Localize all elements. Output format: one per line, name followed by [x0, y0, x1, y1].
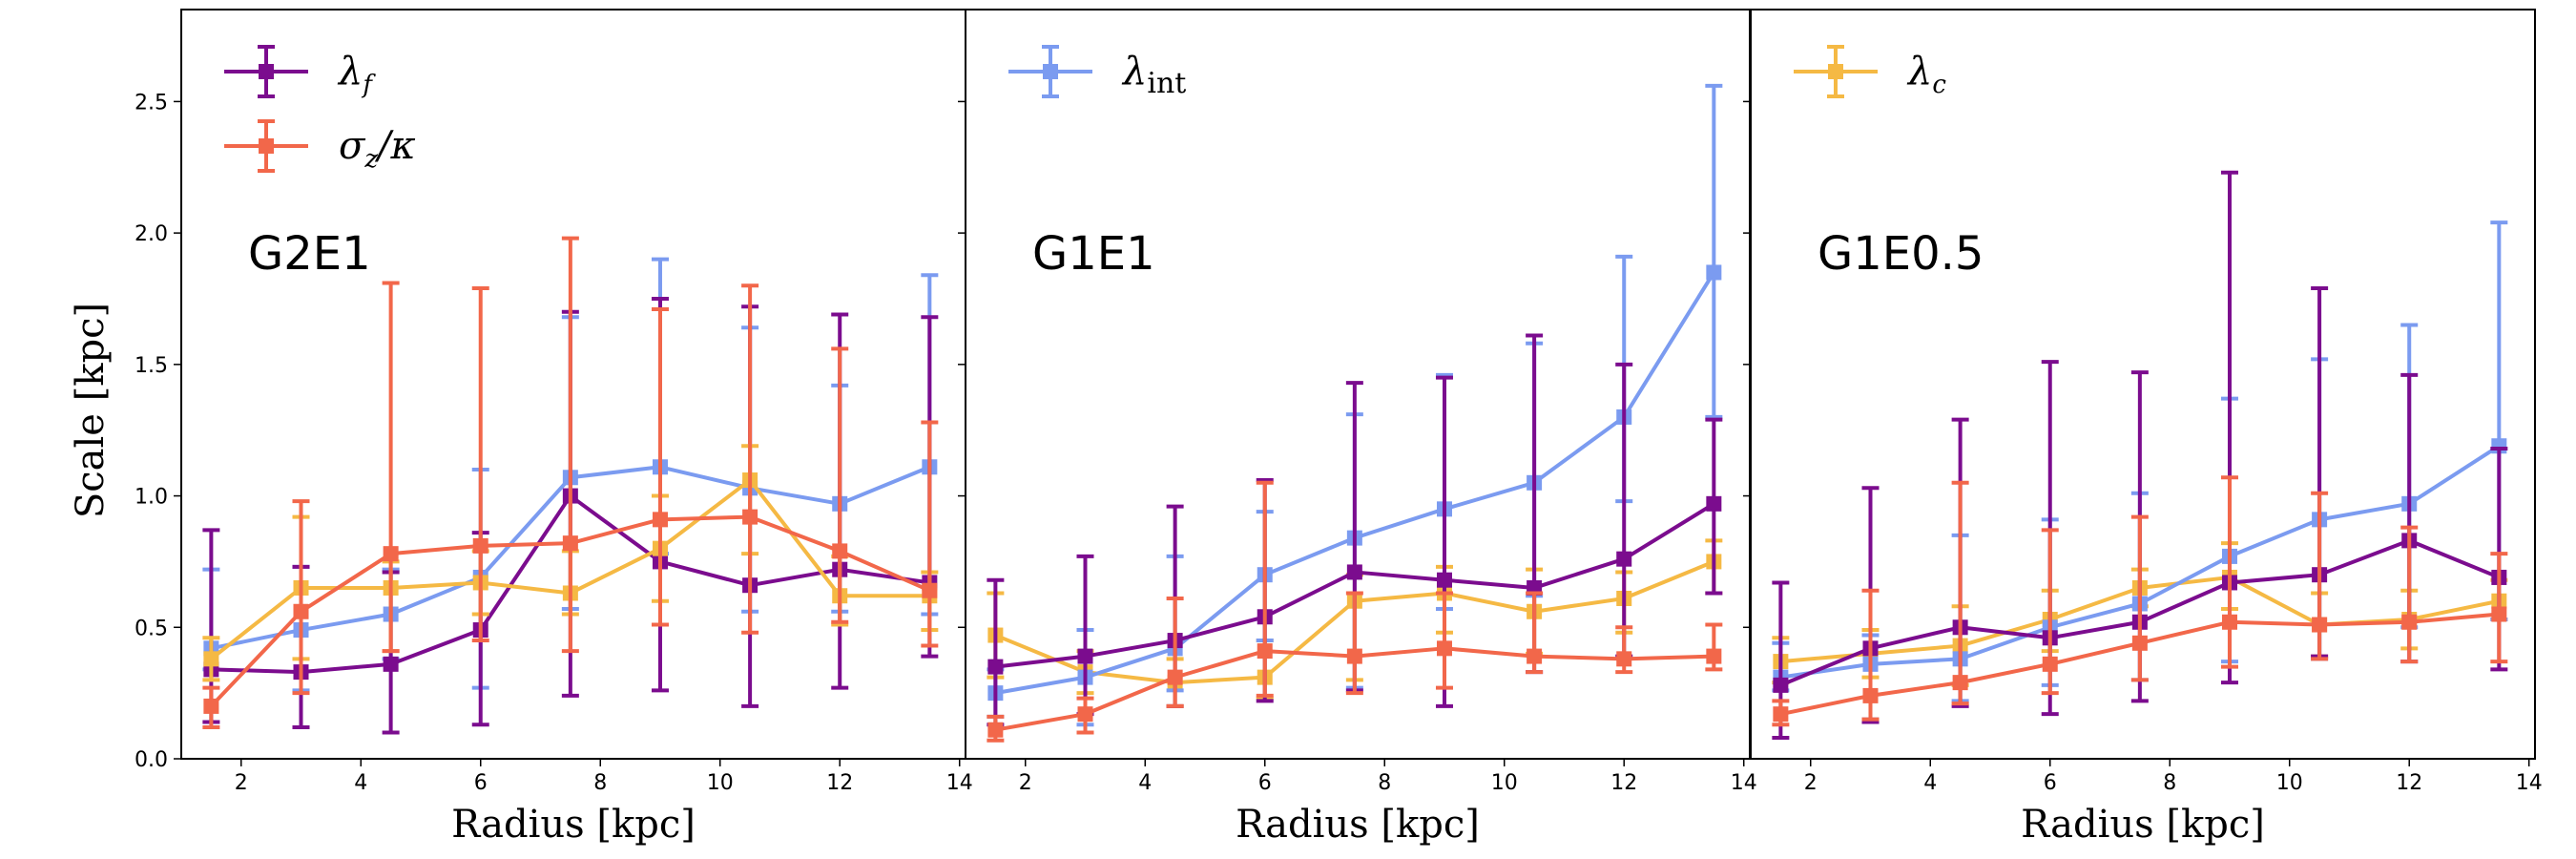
panel-title: G1E1: [1032, 227, 1155, 281]
data-point: [1616, 551, 1632, 567]
data-point: [1952, 675, 1968, 691]
x-tick-label: 2: [1019, 771, 1032, 795]
legend-label: λc: [1906, 50, 1946, 99]
data-point: [2131, 635, 2148, 651]
x-tick-label: 12: [1610, 771, 1637, 795]
panel-g1e0-5: 2 4 6 8 10 12 14 Radius [kpc] G1E0.5 λc: [1743, 9, 2543, 847]
x-tick-label: 14: [1731, 771, 1757, 795]
data-point: [2491, 606, 2507, 622]
panel-g2e1: 2 4 6 8 10 12 14 0.0 0.5 1.0 1.5 2.0 2.5 Radius [kpc]…: [135, 9, 973, 847]
data-point: [652, 512, 668, 528]
data-point: [383, 546, 399, 562]
data-point: [1167, 669, 1183, 685]
legend-label: λf: [337, 50, 376, 99]
data-point: [562, 535, 578, 552]
x-axis-label: Radius [kpc]: [2021, 803, 2265, 847]
legend-label: λint: [1121, 50, 1186, 100]
data-point: [1706, 264, 1722, 281]
data-point: [987, 722, 1004, 738]
data-point: [2042, 656, 2058, 672]
data-point: [2312, 617, 2328, 633]
data-point: [922, 582, 938, 598]
x-tick-label: 4: [1923, 771, 1937, 795]
data-point: [2401, 614, 2418, 630]
x-tick-label: 14: [2516, 771, 2543, 795]
data-point: [472, 537, 488, 554]
y-tick-label: 0.0: [135, 748, 168, 772]
legend-entry-lambda-c: λc: [1794, 45, 1946, 99]
data-point: [1527, 648, 1543, 664]
y-tick-label: 0.5: [135, 617, 168, 640]
data-point: [1862, 687, 1879, 703]
x-tick-label: 8: [2163, 771, 2176, 795]
legend-entry-sigma-kappa: σz/κ: [224, 119, 416, 174]
data-point: [203, 698, 219, 714]
series-sigma-kappa: [987, 480, 1723, 743]
series-sigma-kappa: [202, 236, 939, 729]
data-point: [1706, 495, 1722, 512]
legend-marker: [1828, 64, 1843, 79]
data-point: [1346, 564, 1362, 580]
x-tick-label: 4: [1138, 771, 1152, 795]
data-point: [1077, 648, 1093, 664]
x-axis-label: Radius [kpc]: [451, 803, 696, 847]
x-axis-label: Radius [kpc]: [1236, 803, 1480, 847]
data-point: [1436, 572, 1452, 588]
legend-marker: [1043, 64, 1058, 79]
x-tick-label: 8: [1378, 771, 1391, 795]
data-point: [1436, 640, 1452, 657]
x-tick-label: 10: [707, 771, 734, 795]
x-tick-label: 2: [235, 771, 248, 795]
legend-label: σz/κ: [339, 124, 416, 174]
data-point: [742, 509, 758, 525]
y-tick-label: 1.5: [135, 354, 168, 378]
series-sigma-kappa: [1772, 475, 2508, 727]
y-tick-label: 2.5: [135, 91, 168, 115]
x-tick-label: 14: [946, 771, 973, 795]
data-point: [1346, 648, 1362, 664]
panel-g1e1: 2 4 6 8 10 12 14 Radius [kpc] G1E1 λint: [958, 9, 1757, 847]
panel-title: G1E0.5: [1818, 227, 1984, 281]
data-point: [1616, 651, 1632, 667]
data-point: [383, 656, 399, 672]
legend-entry-lambda-int: λint: [1008, 45, 1186, 100]
x-tick-label: 8: [593, 771, 607, 795]
data-point: [1773, 706, 1789, 723]
x-tick-label: 2: [1804, 771, 1818, 795]
data-point: [293, 603, 309, 619]
data-point: [1257, 643, 1273, 660]
x-tick-label: 6: [474, 771, 488, 795]
plot-frame: [1750, 9, 2536, 760]
x-tick-label: 12: [826, 771, 853, 795]
data-point: [987, 659, 1004, 675]
data-point: [2221, 614, 2237, 630]
x-tick-label: 10: [1491, 771, 1518, 795]
x-tick-label: 4: [354, 771, 367, 795]
legend-entry-lambda-f: λf: [224, 45, 376, 99]
y-tick-label: 2.0: [135, 222, 168, 246]
x-tick-label: 12: [2396, 771, 2422, 795]
y-axis-label: Scale [kpc]: [69, 303, 113, 518]
x-tick-label: 10: [2276, 771, 2303, 795]
x-tick-label: 6: [2044, 771, 2057, 795]
panel-title: G2E1: [248, 227, 371, 281]
data-point: [1706, 648, 1722, 664]
legend-marker: [259, 138, 274, 154]
x-tick-label: 6: [1258, 771, 1272, 795]
data-point: [1077, 706, 1093, 723]
data-point: [203, 651, 219, 667]
y-tick-label: 1.0: [135, 486, 168, 510]
data-point: [1773, 677, 1789, 693]
data-point: [832, 543, 848, 559]
legend-marker: [259, 64, 274, 79]
